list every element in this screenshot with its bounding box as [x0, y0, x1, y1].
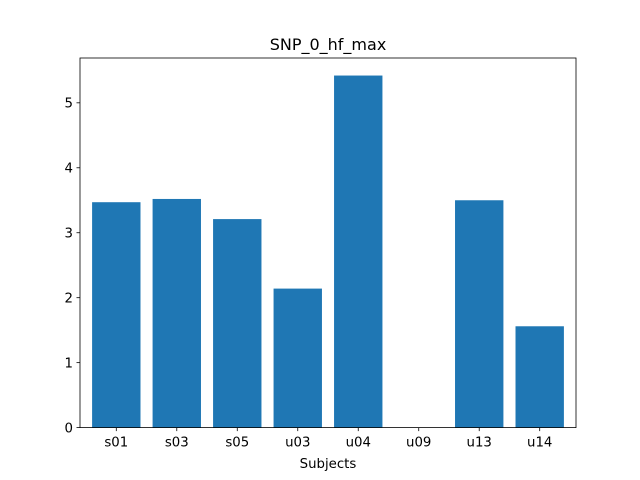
x-tick-label: u14 — [527, 436, 552, 451]
bar-s05 — [213, 219, 262, 428]
bar-s01 — [92, 202, 141, 428]
x-tick-label: s03 — [165, 436, 189, 451]
chart-title: SNP_0_hf_max — [270, 35, 387, 55]
y-axis: 0 1 2 3 4 5 — [65, 97, 80, 436]
bars-layer — [92, 75, 564, 428]
x-axis: s01 s03 s05 u03 u04 u09 u13 u14 — [104, 427, 552, 451]
x-tick-label: u03 — [285, 436, 310, 451]
y-tick-label: 0 — [65, 421, 73, 436]
x-tick-label: u09 — [406, 436, 431, 451]
x-tick-label: s05 — [225, 436, 249, 451]
bar-s03 — [152, 198, 201, 428]
x-tick-label: s01 — [104, 436, 128, 451]
bar-u04 — [334, 75, 383, 428]
y-tick-label: 1 — [65, 356, 73, 371]
y-tick-label: 3 — [65, 227, 73, 242]
y-tick-label: 2 — [65, 291, 73, 306]
bar-u13 — [455, 200, 504, 428]
x-tick-label: u04 — [346, 436, 371, 451]
plot-frame — [79, 57, 577, 429]
y-tick-label: 5 — [65, 97, 73, 112]
bar-u03 — [273, 288, 322, 428]
x-tick-label: u13 — [467, 436, 492, 451]
x-axis-label: Subjects — [300, 457, 357, 472]
y-tick-label: 4 — [65, 162, 73, 177]
bar-u14 — [515, 326, 564, 428]
